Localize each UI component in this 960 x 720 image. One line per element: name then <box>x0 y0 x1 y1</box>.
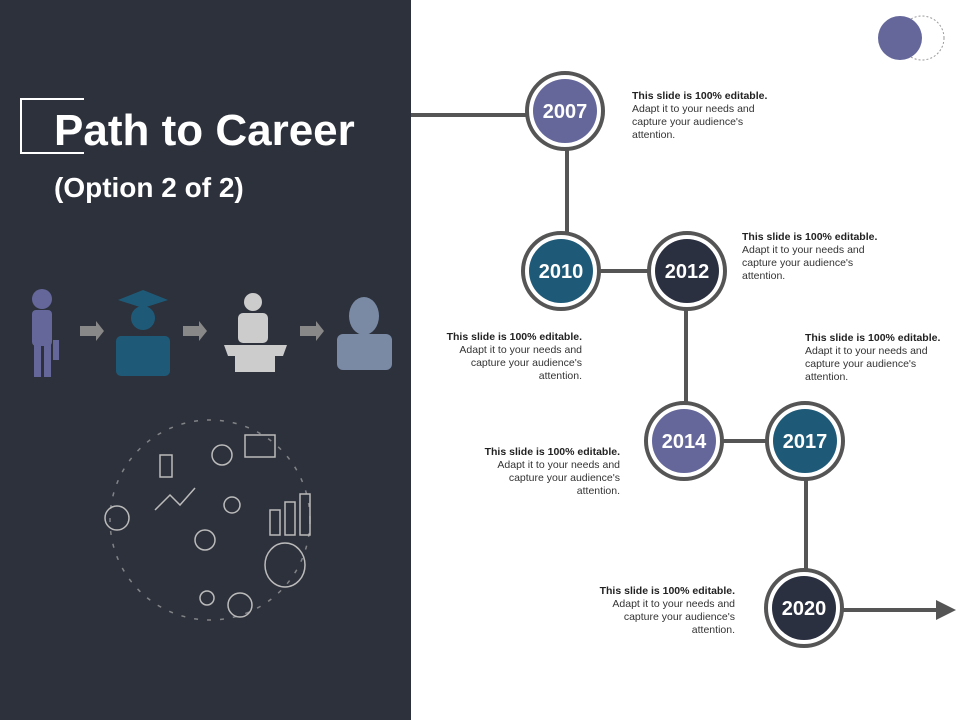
milestone-year: 2014 <box>662 431 707 453</box>
graduate-icon <box>116 290 170 376</box>
milestone-2012: 2012 <box>647 231 727 311</box>
milestone-year: 2010 <box>539 261 584 283</box>
milestone-circle <box>772 576 836 640</box>
milestone-desc-2020: This slide is 100% editable. Adapt it to … <box>599 585 735 636</box>
milestone-circle <box>773 409 837 473</box>
milestone-year: 2007 <box>543 101 588 123</box>
milestone-desc-2017: This slide is 100% editable. Adapt it to … <box>805 332 941 383</box>
milestone-circle <box>533 79 597 143</box>
page-title: Path to Career <box>54 106 355 155</box>
milestone-desc-2014: This slide is 100% editable. Adapt it to … <box>484 446 620 497</box>
arrow-icon <box>300 321 324 341</box>
page-subtitle: (Option 2 of 2) <box>54 172 244 203</box>
milestone-circle <box>529 239 593 303</box>
speaker-icon <box>224 293 287 372</box>
arrow-icon <box>183 321 207 341</box>
milestone-circle <box>655 239 719 303</box>
timeline-path <box>411 113 940 612</box>
doodle-icons <box>104 419 311 621</box>
doctor-icon <box>32 289 59 377</box>
businessman-icon <box>337 297 392 370</box>
milestone-year: 2012 <box>665 261 710 283</box>
milestone-2007: 2007 <box>525 71 605 151</box>
milestone-2014: 2014 <box>644 401 724 481</box>
title-bracket <box>20 98 84 154</box>
milestone-desc-2012: This slide is 100% editable. Adapt it to … <box>742 231 878 282</box>
milestone-circle <box>652 409 716 473</box>
arrow-icon <box>80 321 104 341</box>
milestone-desc-2007: This slide is 100% editable. Adapt it to … <box>632 90 768 141</box>
milestone-year: 2017 <box>783 431 828 453</box>
milestone-2017: 2017 <box>765 401 845 481</box>
arrow-head-icon <box>936 600 956 620</box>
decor-circles-icon <box>878 15 945 61</box>
milestone-year: 2020 <box>782 598 827 620</box>
milestone-desc-2010: This slide is 100% editable. Adapt it to … <box>446 331 582 382</box>
milestone-2020: 2020 <box>764 568 844 648</box>
milestone-2010: 2010 <box>521 231 601 311</box>
